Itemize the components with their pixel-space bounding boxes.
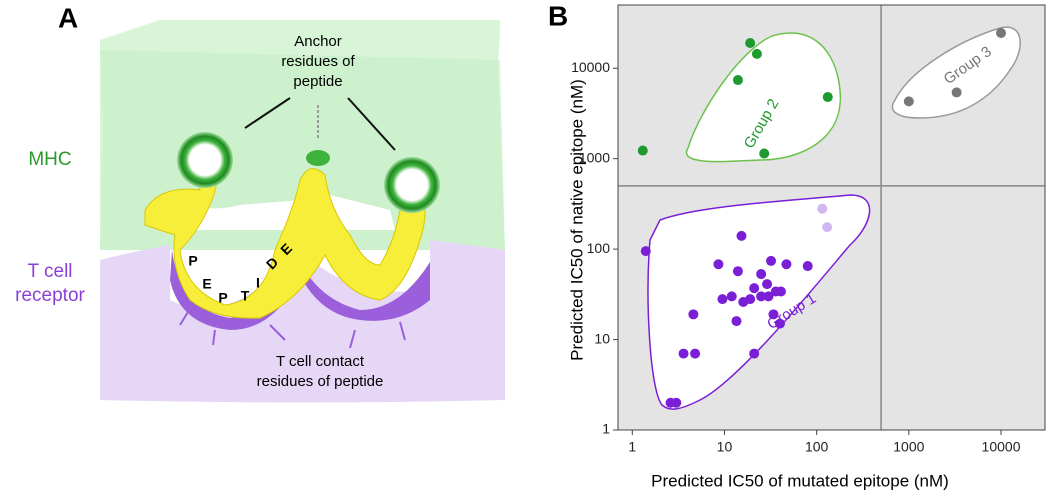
point [732,266,743,277]
tcr-label: T cell [27,261,72,282]
point [996,28,1007,39]
point [756,269,767,280]
peptide-letter: P [188,253,197,269]
x-tick-label: 10000 [982,439,1021,455]
contact-arrows [179,311,406,349]
point [745,38,756,49]
arrow [244,97,291,129]
point [751,48,762,59]
point [822,222,833,233]
panel-a: A MHC T cell receptor Anchor residues of… [15,2,505,403]
point [690,348,701,359]
x-tick-label: 1 [628,439,636,455]
peptide-letter: T [241,288,250,304]
point [903,96,914,107]
tcr-label: receptor [15,285,85,306]
point [713,259,724,270]
point [732,75,743,86]
group-outline [891,26,1021,119]
peptide-letter: E [202,276,211,292]
x-tick-label: 10 [717,439,733,455]
peptide-letter: I [256,275,260,291]
x-tick-label: 1000 [893,439,924,455]
point [717,294,728,305]
panel-label: A [58,2,78,33]
peptide [144,159,426,319]
peptide-letter: P [218,290,227,306]
group-outlines [647,26,1021,410]
point [817,203,828,214]
point [768,309,779,320]
point [678,348,689,359]
point [688,309,699,320]
point [759,148,770,159]
point [775,286,786,297]
point [726,291,737,302]
tcr-region [100,240,505,403]
point [749,348,760,359]
y-tick-label: 10000 [571,59,610,75]
y-tick-label: 10 [594,330,610,346]
point [951,87,962,98]
anchor-pocket [177,132,233,188]
x-tick-label: 100 [805,439,829,455]
groove [170,175,395,230]
anchor-pocket [384,157,440,213]
plot-frame [617,4,1046,431]
x-axis-title: Predicted IC50 of mutated epitope (nM) [651,471,949,490]
y-tick-label: 1 [602,421,610,437]
panel-label: B [548,0,568,31]
y-axis-title: Predicted IC50 of native epitope (nM) [567,79,586,361]
contact-label: T cell contact [276,353,365,370]
point [640,246,651,257]
contact-label: residues of peptide [257,373,384,390]
point [781,259,792,270]
anchor-label: peptide [293,73,342,90]
y-tick-label: 1000 [579,149,610,165]
point [822,92,833,103]
contact-surface [170,250,430,330]
point [731,316,742,327]
mhc-label: MHC [28,149,71,170]
point [766,255,777,266]
point [736,230,747,241]
point [749,283,760,294]
point [774,318,785,329]
point [802,261,813,272]
group-outline [685,32,841,163]
y-tick-label: 100 [587,240,611,256]
arrow [347,97,396,151]
point [763,291,774,302]
point [671,397,682,408]
point [637,145,648,156]
anchor-label: residues of [281,53,355,70]
point [762,279,773,290]
point [745,294,756,305]
anchor-label: Anchor [294,33,342,50]
point [756,291,767,302]
anchor-pocket [306,150,330,166]
